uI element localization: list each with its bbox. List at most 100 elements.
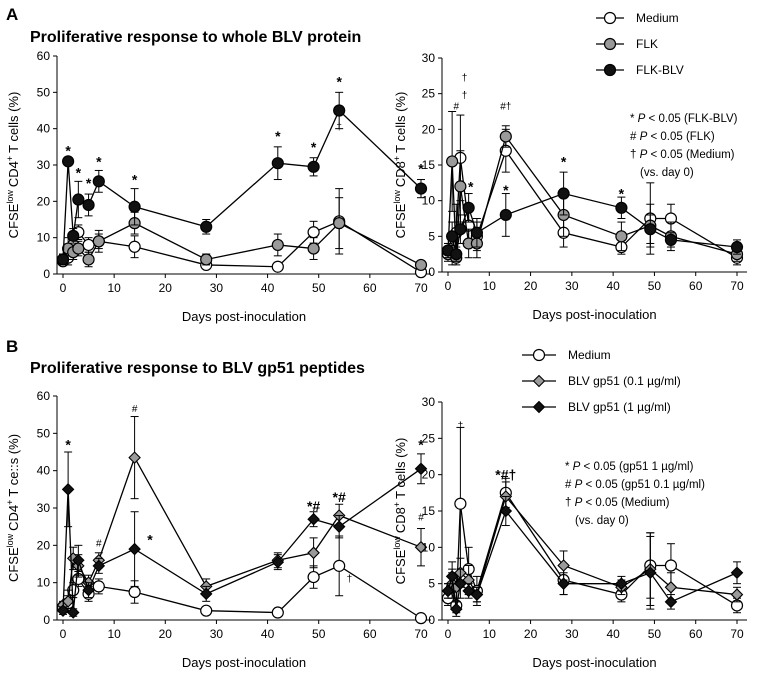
ylabel-sup: low xyxy=(5,190,15,204)
series-line xyxy=(62,220,422,273)
legend-label: BLV gp51 (1 µg/ml) xyxy=(568,400,671,414)
significance-annotation: * xyxy=(65,437,71,453)
y-tick-label: 50 xyxy=(37,426,51,440)
diamond-filled-marker xyxy=(730,566,744,580)
legend-item: FLK-BLV xyxy=(596,63,684,77)
series-line xyxy=(447,491,738,607)
series-flk-blv xyxy=(56,91,428,266)
legend-label: FLK-BLV xyxy=(636,63,684,77)
diamond-filled-marker xyxy=(56,604,70,617)
series-flk xyxy=(56,197,428,272)
x-axis-label: Days post-inoculation xyxy=(182,655,306,670)
legend-label: FLK xyxy=(636,37,658,51)
legend-label: Medium xyxy=(636,11,679,25)
chart-A-CD4: 0 10 20 30 40 50 60 0 10 20 30 40 50 60 70 Days post-in… xyxy=(5,49,431,324)
circle-open-marker xyxy=(333,559,346,572)
ylabel-sup: + xyxy=(5,156,15,161)
circle-filled-marker xyxy=(603,63,617,77)
circle-filled-marker xyxy=(470,226,483,239)
y-tick-label: 20 xyxy=(422,122,436,136)
legend-item: Medium xyxy=(522,348,611,362)
diamond-filled-marker xyxy=(332,520,346,533)
panel-letter: B xyxy=(6,337,18,356)
circle-gray-marker xyxy=(499,130,512,143)
ylabel-sup: low xyxy=(5,533,15,547)
y-tick-label: 15 xyxy=(422,504,436,518)
circle-filled-marker xyxy=(414,182,428,195)
ylabel-part: CFSE xyxy=(393,203,408,238)
y-tick-label: 20 xyxy=(422,468,436,482)
legend-A: Medium FLK FLK-BLV * P < 0.05 (FLK-BLV) # P … xyxy=(596,11,738,179)
x-tick-label: 60 xyxy=(689,279,703,293)
circle-filled-marker xyxy=(462,201,475,214)
circle-open-marker xyxy=(128,585,141,599)
x-tick-label: 10 xyxy=(107,627,121,641)
significance-annotation: * xyxy=(65,142,71,158)
note-text: < 0.05 (FLK-BLV) xyxy=(645,113,737,125)
circle-filled-marker xyxy=(450,248,463,261)
circle-filled-marker xyxy=(128,200,141,213)
circle-filled-marker xyxy=(446,230,459,243)
circle-filled-marker xyxy=(557,187,570,200)
circle-filled-marker xyxy=(644,223,657,236)
diamond-filled-marker xyxy=(61,483,75,496)
circle-filled-marker xyxy=(454,223,467,236)
significance-note: * P < 0.05 (FLK-BLV) xyxy=(630,113,738,125)
note-text: < 0.05 (gp51 1 µg/ml) xyxy=(580,461,693,473)
diamond-filled-marker xyxy=(199,587,213,601)
x-tick-label: 50 xyxy=(648,279,662,293)
y-tick-label: 0 xyxy=(428,613,435,627)
significance-annotation: † xyxy=(462,91,468,102)
legend-item: Medium xyxy=(596,11,679,25)
note-symbol: * xyxy=(630,113,638,125)
series-blv-gp51-0-1-g-ml- xyxy=(56,416,428,614)
chart-A-CD8: 0 5 10 15 20 25 30 0 10 20 30 40 50 60 70 Days post-ino… xyxy=(392,51,747,322)
x-tick-label: 30 xyxy=(565,279,579,293)
significance-annotation: *# xyxy=(307,498,320,514)
diamond-filled-marker xyxy=(532,400,546,414)
y-axis-label: CFSElow CD8+ T cells (%) xyxy=(392,438,408,585)
circle-open-marker xyxy=(82,238,95,252)
significance-annotation: * xyxy=(76,164,82,180)
circle-gray-marker xyxy=(333,217,346,230)
y-tick-label: 30 xyxy=(37,501,51,515)
circle-filled-marker xyxy=(62,155,75,168)
circle-filled-marker xyxy=(200,220,213,233)
diamond-filled-marker xyxy=(449,602,463,616)
circle-gray-marker xyxy=(271,238,284,252)
panel-title: Proliferative response to BLV gp51 pepti… xyxy=(30,360,365,377)
x-tick-label: 60 xyxy=(363,281,377,295)
circle-open-marker xyxy=(454,497,467,510)
panel-B-header: B Proliferative response to BLV gp51 pept… xyxy=(6,337,365,377)
x-tick-label: 40 xyxy=(261,627,275,641)
series-line xyxy=(62,468,422,613)
significance-note: † P < 0.05 (Medium) xyxy=(630,149,735,161)
y-axis-label: CFSElow CD8+ T cells (%) xyxy=(392,92,408,239)
y-tick-label: 30 xyxy=(422,51,436,65)
ylabel-sup: low xyxy=(392,190,402,204)
significance-annotation: *# xyxy=(333,489,346,505)
circle-gray-marker xyxy=(82,253,95,266)
y-tick-label: 20 xyxy=(37,538,51,552)
panel-letter: A xyxy=(6,5,18,24)
circle-open-marker xyxy=(92,580,105,593)
circle-gray-marker xyxy=(72,242,85,255)
significance-annotation: * xyxy=(132,172,138,188)
significance-note: (vs. day 0) xyxy=(575,515,629,527)
circle-filled-marker xyxy=(72,193,85,206)
diamond-gray-marker xyxy=(61,595,75,608)
circle-open-marker xyxy=(128,240,141,253)
x-tick-label: 70 xyxy=(730,627,744,641)
y-tick-label: 15 xyxy=(422,158,436,172)
circle-open-marker xyxy=(603,11,617,25)
x-tick-label: 60 xyxy=(363,627,377,641)
ylabel-sup: + xyxy=(392,502,402,507)
diamond-filled-marker xyxy=(82,583,95,597)
ylabel-part: CFSE xyxy=(6,547,21,582)
diamond-filled-marker xyxy=(66,606,80,619)
diamond-gray-marker xyxy=(730,588,744,601)
y-tick-label: 5 xyxy=(428,229,435,243)
significance-annotation: #† xyxy=(500,101,511,112)
x-tick-label: 50 xyxy=(312,627,326,641)
note-symbol: * xyxy=(565,461,573,473)
